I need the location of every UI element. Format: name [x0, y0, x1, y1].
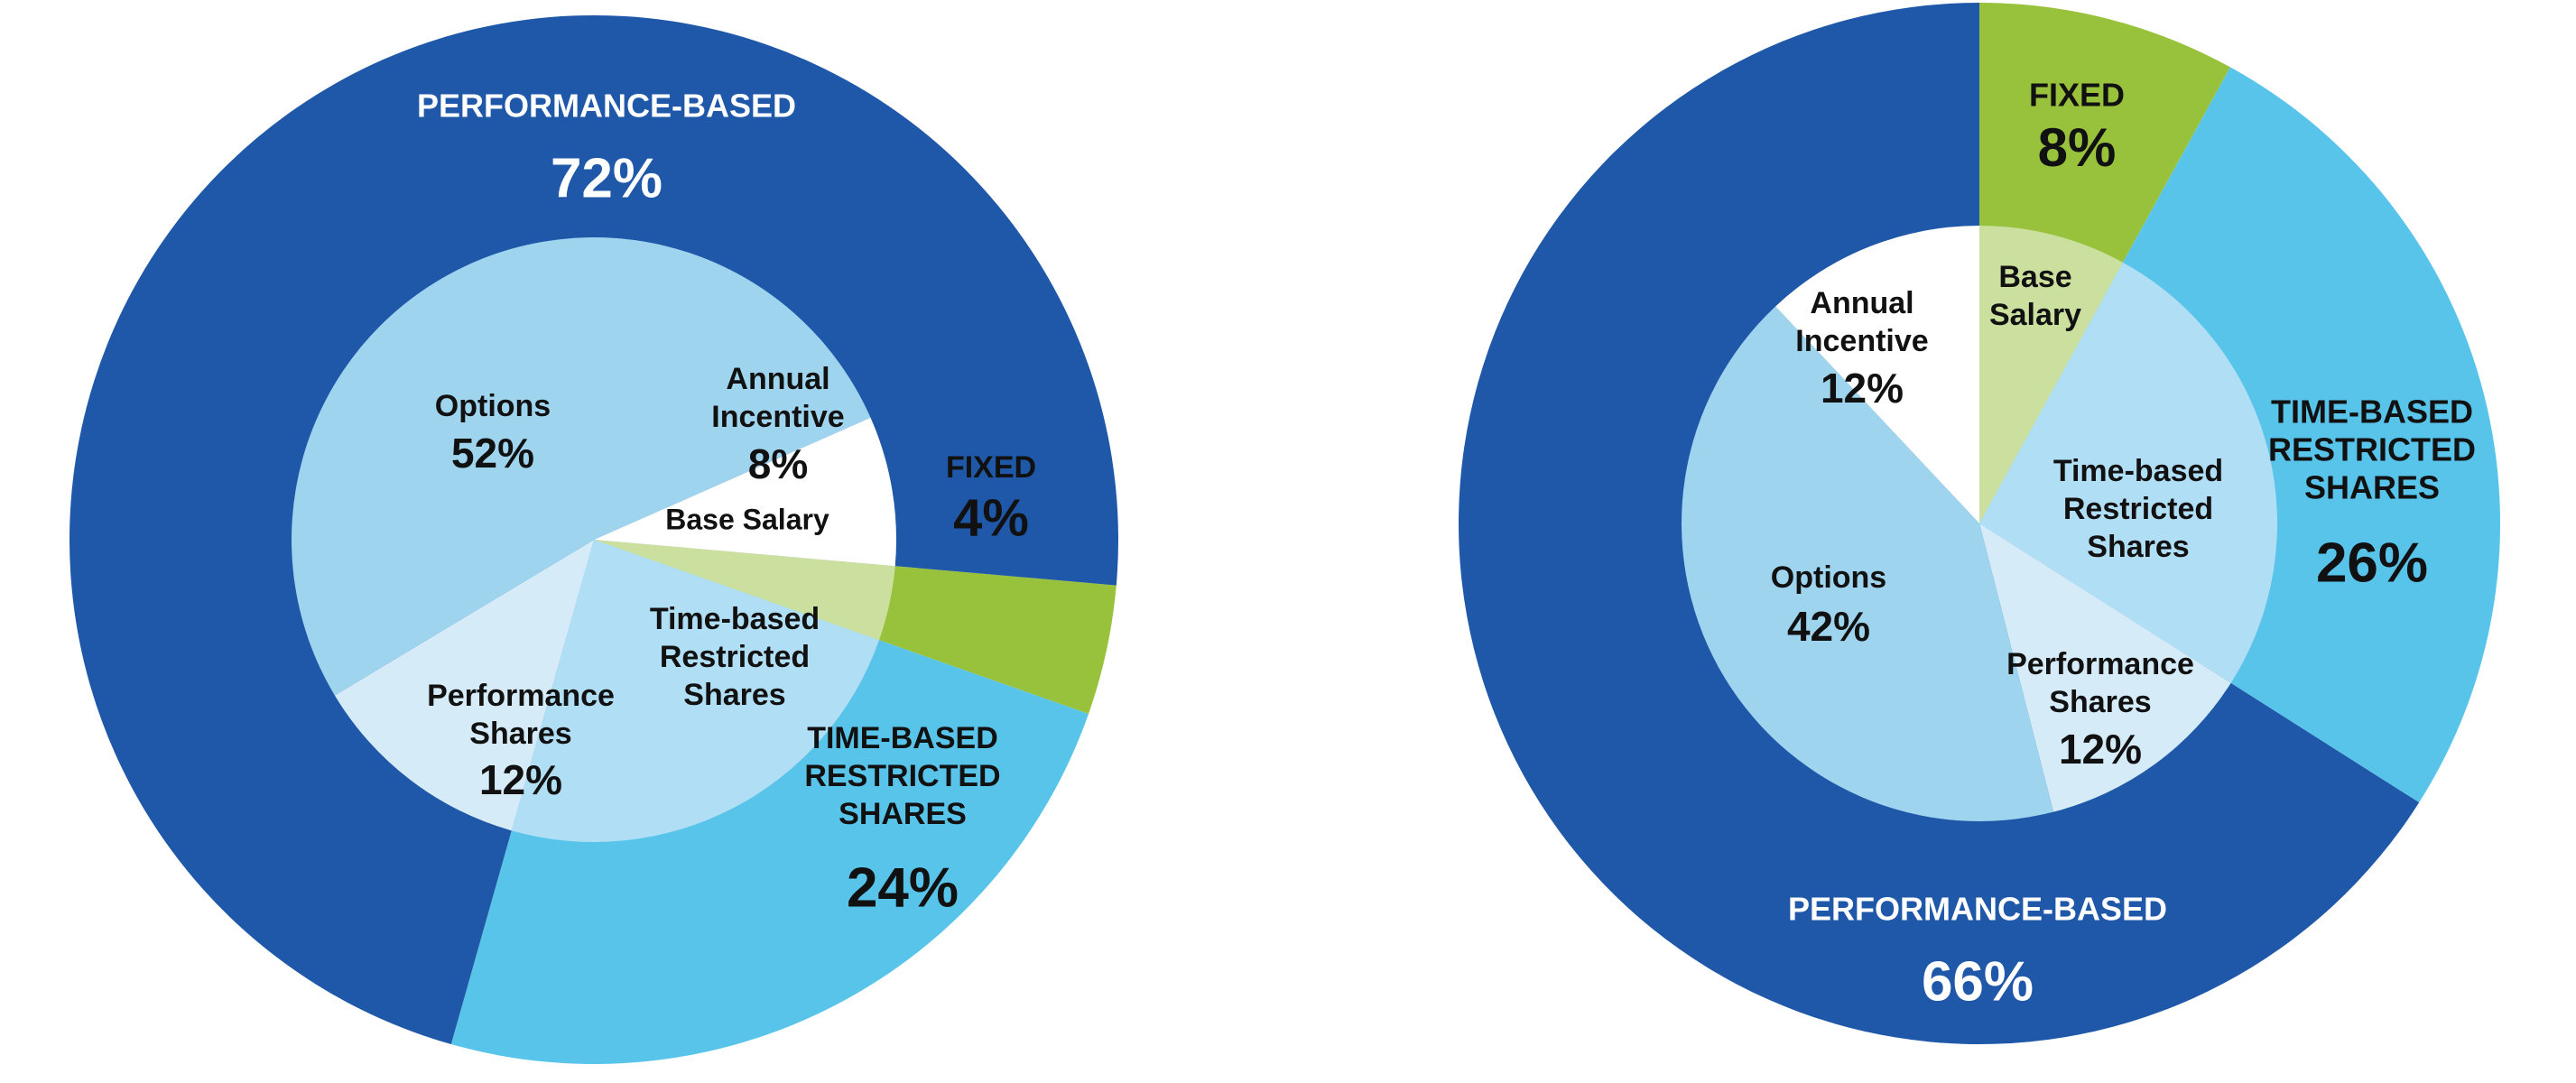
- outer-label-fixed-name: FIXED: [2029, 77, 2125, 114]
- inner-label-performance-shares-name: Shares: [469, 717, 571, 751]
- inner-slice-base-salary: [1979, 226, 2123, 523]
- inner-label-performance-shares-value: 12%: [2059, 726, 2142, 773]
- inner-label-options-name: Options: [435, 389, 551, 423]
- inner-label-base-salary-name: Base Salary: [665, 503, 829, 535]
- inner-label-time-shares-inner-name: Restricted: [660, 640, 810, 674]
- outer-label-time-value: 26%: [2316, 532, 2428, 594]
- inner-label-options-name: Options: [1771, 560, 1886, 595]
- inner-label-time-shares-inner-name: Shares: [683, 678, 785, 712]
- inner-label-options-value: 52%: [451, 430, 534, 477]
- inner-label-time-shares-inner-name: Time-based: [2053, 454, 2223, 488]
- inner-slice-options: [291, 236, 871, 696]
- outer-label-time-name: RESTRICTED: [804, 759, 1000, 793]
- inner-label-annual-incentive-name: Annual: [1810, 286, 1913, 320]
- inner-label-time-shares-inner-name: Time-based: [650, 602, 820, 636]
- outer-label-time-name: TIME-BASED: [807, 721, 998, 755]
- inner-slice-options: [1682, 306, 2054, 821]
- inner-label-annual-incentive-name: Incentive: [1795, 324, 1928, 358]
- inner-slice-annual-incentive: [1775, 226, 1979, 523]
- inner-label-options-value: 42%: [1787, 603, 1870, 650]
- outer-label-fixed-value: 4%: [953, 488, 1029, 547]
- inner-slice-performance-shares: [334, 540, 594, 831]
- inner-label-annual-incentive-value: 8%: [748, 440, 808, 487]
- outer-label-time-name: SHARES: [839, 797, 967, 831]
- inner-slice-performance-shares: [1979, 523, 2231, 812]
- inner-label-time-shares-inner-name: Restricted: [2063, 492, 2213, 526]
- inner-label-performance-shares-name: Performance: [427, 679, 615, 713]
- outer-label-performance-value: 66%: [1922, 950, 2034, 1013]
- inner-slice-base-salary: [594, 540, 895, 641]
- inner-label-annual-incentive-name: Annual: [726, 362, 829, 396]
- outer-label-fixed-value: 8%: [2038, 117, 2117, 178]
- outer-label-performance-name: PERFORMANCE-BASED: [1788, 891, 2167, 928]
- outer-label-time-name: SHARES: [2304, 469, 2440, 506]
- inner-slice-annual-incentive: [594, 417, 897, 567]
- inner-label-base-salary-name: Salary: [1989, 298, 2081, 332]
- inner-label-performance-shares-name: Performance: [2006, 647, 2194, 681]
- inner-label-time-shares-inner-name: Shares: [2087, 530, 2189, 564]
- inner-label-annual-incentive-name: Incentive: [711, 400, 844, 434]
- outer-label-time-value: 24%: [847, 856, 959, 919]
- inner-label-performance-shares-name: Shares: [2049, 685, 2151, 719]
- inner-slice-time-shares-inner: [1979, 262, 2277, 683]
- inner-label-annual-incentive-value: 12%: [1821, 365, 1904, 412]
- outer-label-performance-value: 72%: [551, 147, 663, 209]
- inner-slice-time-shares-inner: [511, 540, 879, 842]
- outer-label-time-name: RESTRICTED: [2268, 431, 2476, 468]
- inner-label-performance-shares-value: 12%: [479, 756, 562, 803]
- inner-label-base-salary-name: Base: [1998, 260, 2071, 294]
- outer-label-time-name: TIME-BASED: [2271, 393, 2473, 430]
- outer-label-performance-name: PERFORMANCE-BASED: [417, 88, 796, 125]
- outer-label-fixed-name: FIXED: [946, 450, 1036, 485]
